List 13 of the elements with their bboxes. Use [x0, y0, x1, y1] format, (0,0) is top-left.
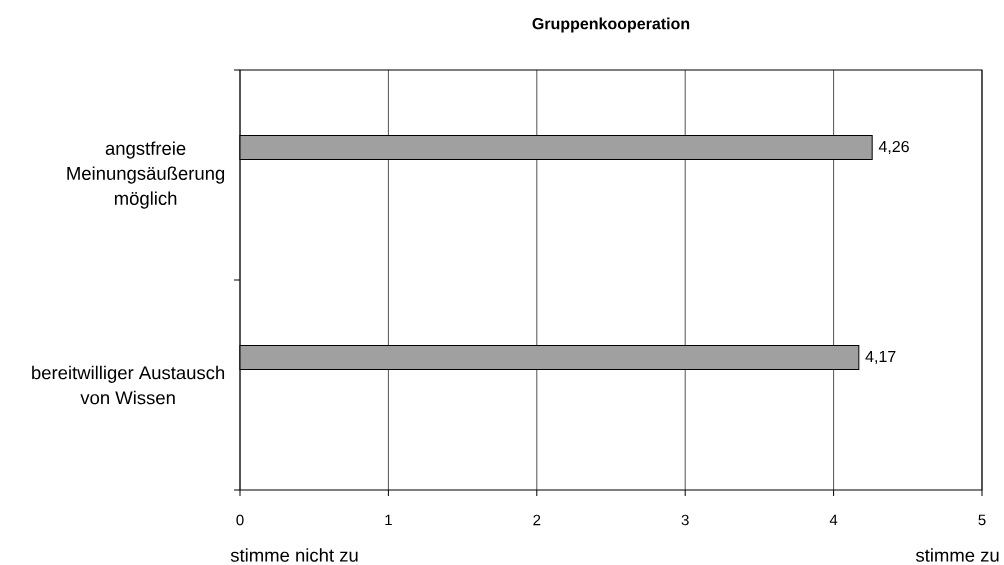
x-tick-label: 3: [681, 514, 689, 526]
x-tick-label: 2: [533, 514, 541, 526]
y-tick-label: angstfreie Meinungsäußerung möglich: [67, 141, 225, 209]
y-tick-label: bereitwilliger Austausch von Wissen: [32, 365, 225, 405]
x-tick-label: 0: [236, 514, 244, 526]
chart-title: Gruppenkooperation: [532, 17, 690, 33]
x-tick-label: 5: [978, 514, 986, 526]
data-label: 4,26: [878, 140, 909, 155]
x-tick-label: 1: [385, 514, 392, 526]
text: stimme zu: [915, 548, 999, 562]
text: stimme nicht zu: [230, 548, 358, 562]
data-label: 4,17: [865, 350, 896, 365]
x-tick-label: 4: [829, 514, 838, 526]
